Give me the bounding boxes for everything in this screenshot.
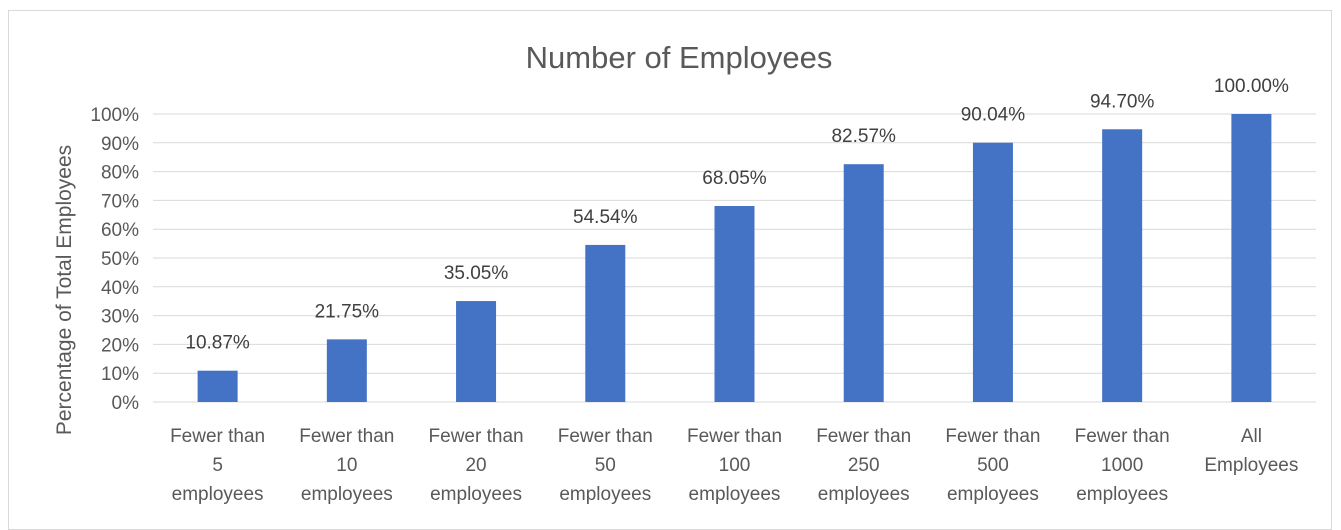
y-axis-title: Percentage of Total Employees bbox=[53, 145, 76, 435]
bars bbox=[197, 114, 1272, 402]
data-label: 94.70% bbox=[1090, 91, 1155, 112]
data-label: 54.54% bbox=[573, 207, 638, 228]
chart-title: Number of Employees bbox=[526, 40, 833, 75]
data-label: 10.87% bbox=[185, 333, 250, 354]
y-tick-label: 10% bbox=[101, 364, 139, 385]
data-label: 82.57% bbox=[831, 126, 896, 147]
x-tick-label: Fewer than 20 employees bbox=[429, 426, 524, 505]
x-tick-label: Fewer than 100 employees bbox=[687, 426, 782, 505]
y-tick-label: 70% bbox=[101, 191, 139, 212]
bar bbox=[326, 339, 367, 402]
bar bbox=[714, 206, 755, 402]
x-tick-label: Fewer than 250 employees bbox=[816, 426, 911, 505]
y-tick-label: 30% bbox=[101, 307, 139, 328]
x-tick-label: Fewer than 1000 employees bbox=[1075, 426, 1170, 505]
y-tick-label: 90% bbox=[101, 134, 139, 155]
data-label: 68.05% bbox=[702, 168, 767, 189]
x-tick-label: All Employees bbox=[1204, 426, 1298, 476]
bar bbox=[1102, 129, 1143, 402]
y-tick-label: 60% bbox=[101, 220, 139, 241]
y-tick-label: 0% bbox=[112, 393, 140, 414]
x-tick-label: Fewer than 50 employees bbox=[558, 426, 653, 505]
data-label: 35.05% bbox=[444, 263, 509, 284]
bar bbox=[972, 142, 1013, 402]
x-tick-label: Fewer than 10 employees bbox=[299, 426, 394, 505]
bar bbox=[585, 244, 626, 402]
x-tick-label: Fewer than 5 employees bbox=[170, 426, 265, 505]
bar bbox=[456, 301, 497, 402]
x-axis-ticks: Fewer than 5 employees Fewer than 10 employee… bbox=[170, 426, 1298, 505]
data-label: 90.04% bbox=[961, 105, 1026, 126]
y-tick-label: 100% bbox=[90, 105, 139, 126]
data-labels: 10.87% 21.75% 35.05% 54.54% 68.05% 82.57% 90.0… bbox=[185, 76, 1289, 354]
data-label: 100.00% bbox=[1214, 76, 1289, 97]
y-tick-label: 20% bbox=[101, 335, 139, 356]
bar bbox=[197, 370, 238, 402]
bar bbox=[843, 164, 884, 402]
y-tick-label: 50% bbox=[101, 249, 139, 270]
bar bbox=[1231, 114, 1272, 402]
y-axis-ticks: 0% 10% 20% 30% 40% 50% 60% 70% 80% 90% 100% bbox=[90, 105, 139, 414]
x-tick-label: Fewer than 500 employees bbox=[945, 426, 1040, 505]
y-tick-label: 40% bbox=[101, 278, 139, 299]
y-tick-label: 80% bbox=[101, 163, 139, 184]
data-label: 21.75% bbox=[315, 301, 380, 322]
